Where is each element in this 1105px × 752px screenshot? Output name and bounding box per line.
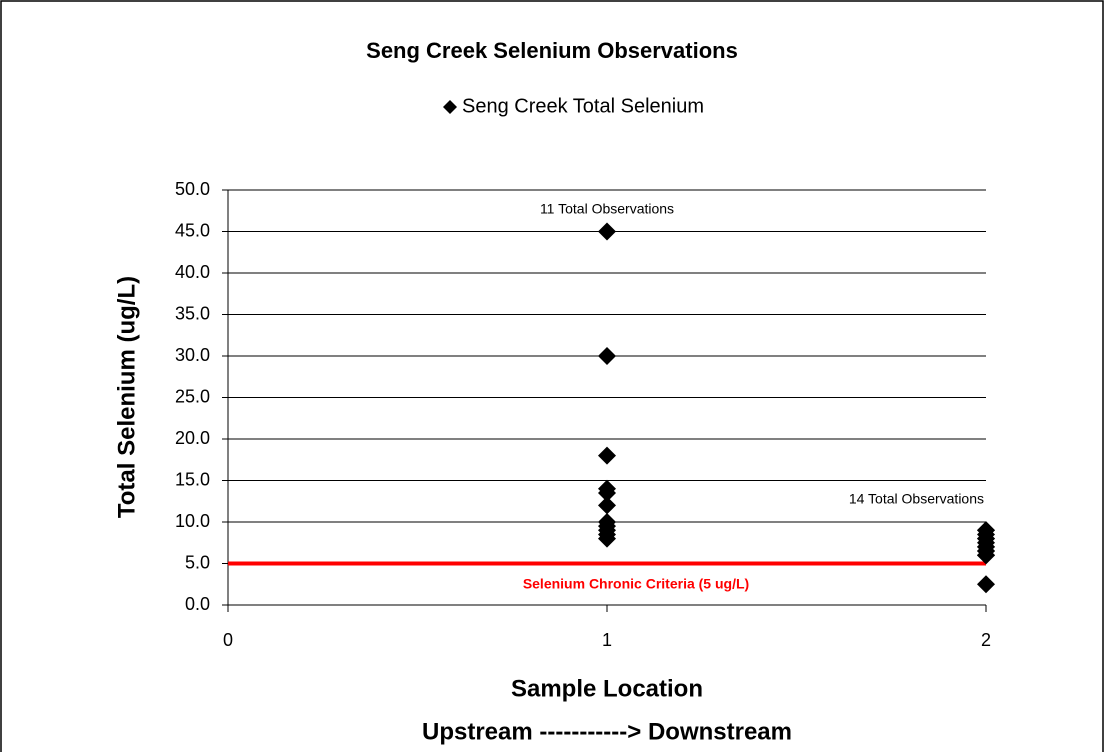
data-point [598, 222, 616, 241]
legend-label: Seng Creek Total Selenium [462, 95, 704, 117]
data-point [977, 575, 995, 594]
annotation: 14 Total Observations [849, 491, 984, 507]
x-axis-label: Sample Location [511, 675, 703, 702]
y-tick-label: 40.0 [175, 262, 210, 282]
y-axis-label: Total Selenium (ug/L) [113, 276, 140, 518]
y-tick-label: 35.0 [175, 303, 210, 323]
data-point [977, 546, 995, 565]
threshold-label: Selenium Chronic Criteria (5 ug/L) [523, 576, 749, 592]
y-tick-label: 20.0 [175, 428, 210, 448]
chart-title: Seng Creek Selenium Observations [366, 38, 738, 63]
x-axis-label: Upstream -----------> Downstream [422, 718, 792, 745]
data-point [598, 446, 616, 465]
data-point [598, 347, 616, 365]
x-tick-label: 2 [981, 630, 991, 650]
annotation: 11 Total Observations [540, 201, 674, 217]
y-tick-label: 0.0 [185, 594, 210, 614]
y-tick-label: 25.0 [175, 386, 210, 406]
data-point [598, 483, 616, 502]
y-tick-label: 5.0 [185, 552, 210, 572]
x-tick-label: 0 [223, 630, 233, 650]
legend-marker [443, 100, 457, 114]
data-point [598, 496, 616, 515]
y-tick-label: 10.0 [175, 511, 210, 531]
y-tick-label: 30.0 [175, 345, 210, 365]
x-tick-label: 1 [602, 630, 612, 650]
y-tick-label: 45.0 [175, 220, 210, 240]
y-tick-label: 15.0 [175, 469, 210, 489]
y-tick-label: 50.0 [175, 179, 210, 199]
data-point [598, 529, 616, 548]
